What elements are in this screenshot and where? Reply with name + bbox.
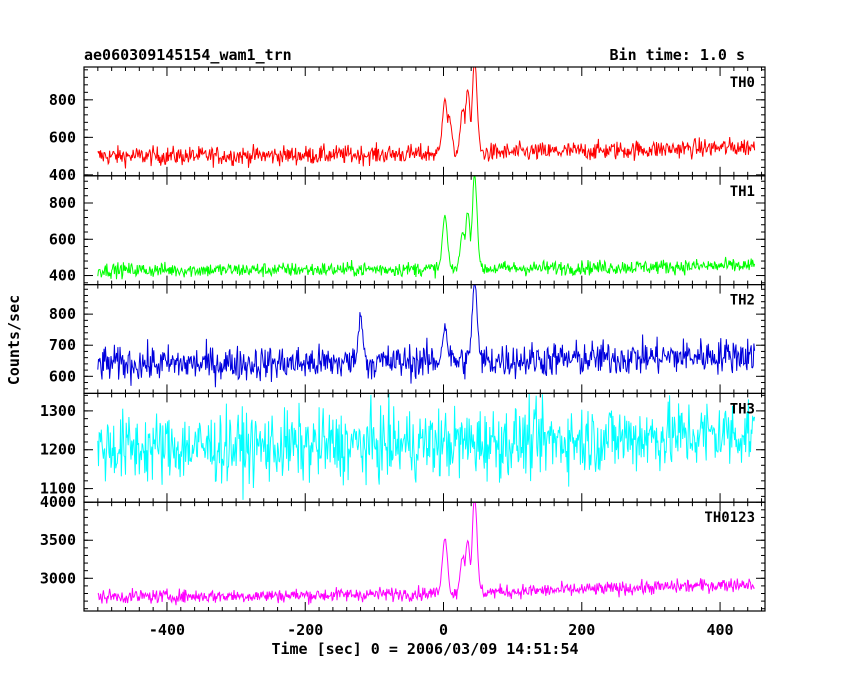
panel-frame bbox=[83, 501, 766, 612]
panel-frame bbox=[83, 66, 766, 177]
y-tick-label: 800 bbox=[49, 194, 76, 212]
y-tick-label: 800 bbox=[49, 91, 76, 109]
y-tick-label: 600 bbox=[49, 367, 76, 385]
y-tick-label: 400 bbox=[49, 166, 76, 184]
panel-label: TH0123 bbox=[704, 510, 755, 526]
x-tick-label: -200 bbox=[287, 621, 323, 639]
panel-label: TH1 bbox=[730, 184, 755, 200]
series-line-th3 bbox=[97, 393, 756, 500]
series-line-th1 bbox=[97, 175, 756, 280]
x-tick-label: -400 bbox=[149, 621, 185, 639]
y-tick-label: 1100 bbox=[40, 480, 76, 498]
y-tick-label: 3500 bbox=[40, 531, 76, 549]
y-tick-label: 700 bbox=[49, 336, 76, 354]
panel-frame bbox=[83, 284, 766, 395]
series-line-th2 bbox=[97, 284, 756, 388]
y-tick-label: 1200 bbox=[40, 441, 76, 459]
y-tick-label: 400 bbox=[49, 267, 76, 285]
panels-group: 400 600 800 TH0 400 600 800 TH1 600 700 800 TH2 1100… bbox=[40, 66, 766, 639]
panel-label: TH3 bbox=[730, 401, 755, 417]
chart-subtitle: Bin time: 1.0 s bbox=[610, 46, 745, 64]
panel-label: TH0 bbox=[730, 75, 755, 91]
y-tick-label: 1300 bbox=[40, 402, 76, 420]
y-tick-label: 3000 bbox=[40, 569, 76, 587]
series-line-th0 bbox=[97, 67, 756, 169]
x-axis-label: Time [sec] 0 = 2006/03/09 14:51:54 bbox=[271, 640, 578, 658]
y-tick-label: 800 bbox=[49, 305, 76, 323]
series-line-th0123 bbox=[97, 502, 755, 606]
chart-title: ae060309145154_wam1_trn bbox=[84, 46, 292, 64]
x-tick-label: 400 bbox=[707, 621, 734, 639]
y-tick-label: 4000 bbox=[40, 493, 76, 511]
y-tick-label: 600 bbox=[49, 128, 76, 146]
panel-label: TH2 bbox=[730, 293, 755, 309]
x-tick-label: 0 bbox=[439, 621, 448, 639]
y-axis-label: Counts/sec bbox=[5, 295, 23, 385]
y-tick-label: 600 bbox=[49, 230, 76, 248]
x-tick-label: 200 bbox=[568, 621, 595, 639]
